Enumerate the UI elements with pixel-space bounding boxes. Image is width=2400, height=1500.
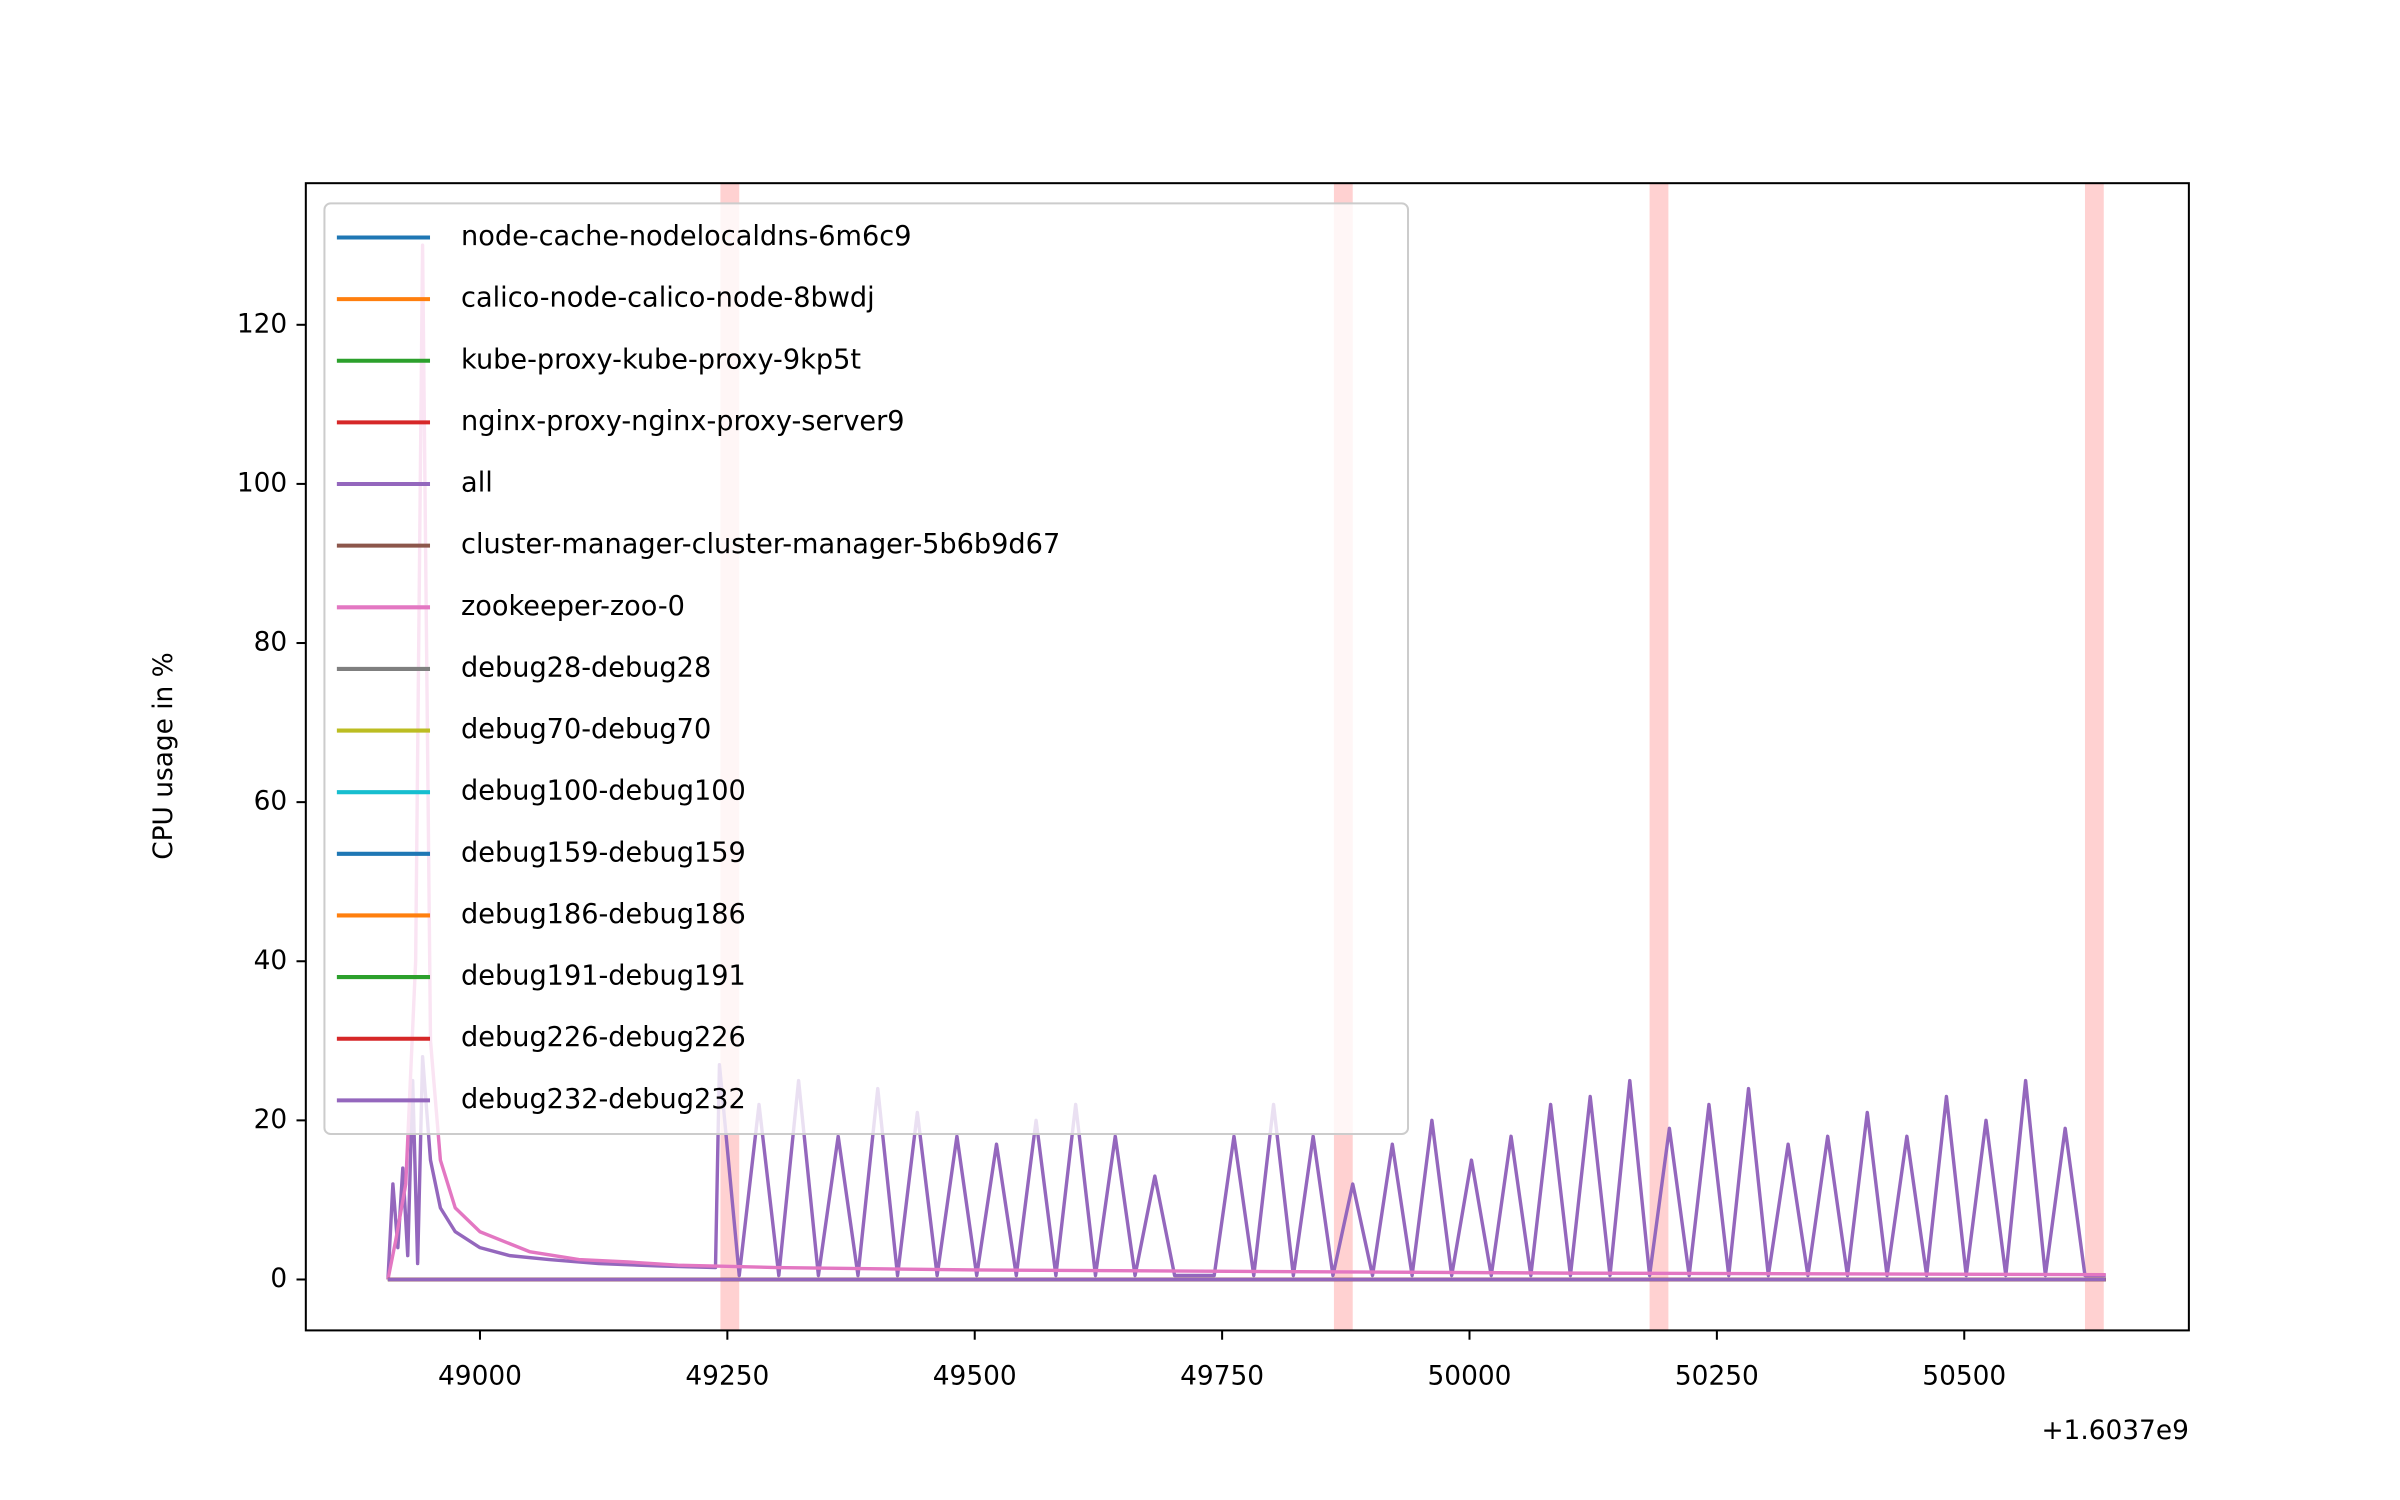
x-tick-label: 50500 [1922, 1361, 2006, 1391]
legend-label: node-cache-nodelocaldns-6m6c9 [461, 221, 911, 252]
legend-label: calico-node-calico-node-8bwdj [461, 283, 875, 314]
legend-label: nginx-proxy-nginx-proxy-server9 [461, 406, 904, 437]
y-tick-label: 20 [254, 1105, 288, 1135]
legend-label: cluster-manager-cluster-manager-5b6b9d67 [461, 529, 1060, 560]
legend: node-cache-nodelocaldns-6m6c9 calico-node… [323, 202, 1410, 1136]
legend-label: debug70-debug70 [461, 714, 711, 745]
legend-label: zookeeper-zoo-0 [461, 591, 685, 622]
legend-label: debug186-debug186 [461, 899, 746, 930]
x-tick-label: 49750 [1180, 1361, 1264, 1391]
legend-label: debug100-debug100 [461, 776, 746, 807]
plot-frame [304, 182, 2190, 1332]
series-line [386, 1055, 2106, 1280]
x-tick-label: 49500 [933, 1361, 1017, 1391]
highlight-span [1649, 183, 1669, 1331]
y-tick-label: 120 [237, 309, 287, 339]
x-tick-label: 50000 [1428, 1361, 1512, 1391]
x-tick-label: 50250 [1675, 1361, 1759, 1391]
y-axis-label: CPU usage in % [149, 652, 179, 859]
y-tick-label: 80 [254, 628, 288, 658]
legend-label: debug28-debug28 [461, 652, 711, 683]
axes: 49000 49250 49500 49750 50000 50250 50500 0 20 40… [237, 182, 2190, 1391]
x-offset-label: +1.6037e9 [2041, 1416, 2188, 1446]
legend-label: debug232-debug232 [461, 1084, 746, 1115]
legend-label: debug159-debug159 [461, 837, 746, 868]
legend-label: kube-proxy-kube-proxy-9kp5t [461, 344, 861, 375]
legend-label: debug191-debug191 [461, 961, 746, 992]
legend-label: debug226-debug226 [461, 1022, 746, 1053]
y-tick-label: 60 [254, 787, 288, 817]
legend-label: all [461, 468, 493, 499]
highlight-span [2084, 183, 2104, 1331]
y-tick-label: 40 [254, 946, 288, 976]
x-tick-label: 49000 [438, 1361, 522, 1391]
x-tick-label: 49250 [685, 1361, 769, 1391]
y-tick-label: 0 [270, 1264, 287, 1294]
y-tick-label: 100 [237, 468, 287, 498]
legend-box [323, 202, 1410, 1136]
lines [386, 243, 2106, 1282]
